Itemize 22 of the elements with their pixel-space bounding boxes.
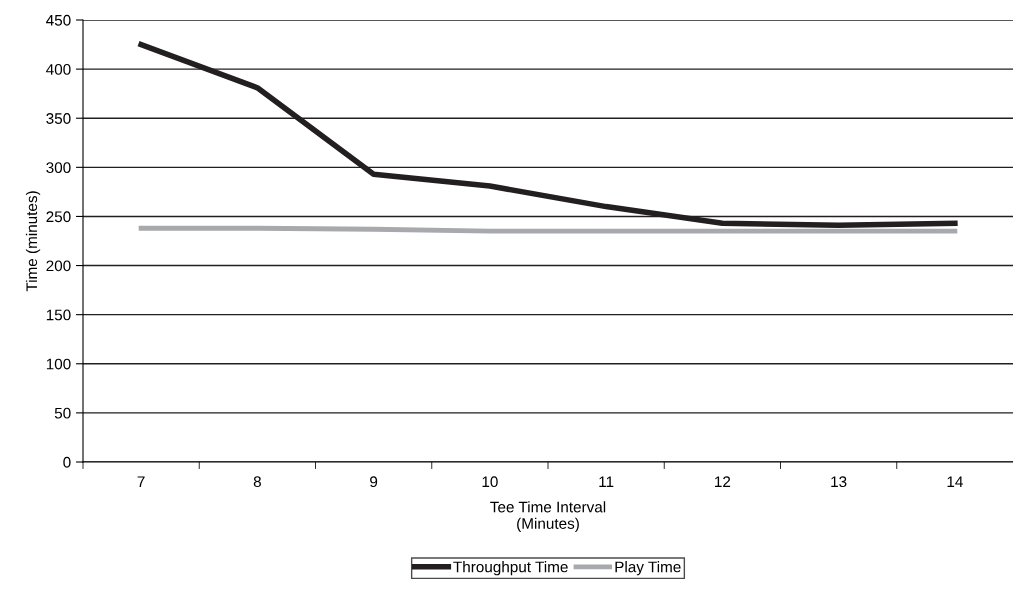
legend-label: Throughput Time <box>453 561 568 576</box>
legend-label: Play Time <box>615 561 681 576</box>
y-tick-label: 300 <box>46 162 71 174</box>
x-tick-label: 10 <box>482 476 498 488</box>
x-tick-label: 8 <box>253 476 261 488</box>
y-tick-label: 450 <box>46 14 71 26</box>
y-tick-label: 250 <box>46 211 71 223</box>
y-tick-label: 350 <box>46 113 71 124</box>
x-tick-label: 7 <box>137 476 145 487</box>
x-tick-label: 14 <box>947 476 963 487</box>
x-tick-label: 9 <box>370 476 378 488</box>
y-tick-label: 100 <box>46 358 71 370</box>
x-tick-label: 12 <box>715 476 731 487</box>
y-tick-label: 200 <box>46 260 71 272</box>
y-axis-title: Time (minutes) <box>25 191 41 292</box>
y-tick-label: 150 <box>46 309 71 321</box>
y-tick-label: 50 <box>54 407 71 419</box>
x-axis-title: Tee Time Interval (Minutes) <box>490 501 606 532</box>
x-tick-label: 11 <box>599 476 614 487</box>
y-tick-label: 0 <box>63 456 71 468</box>
x-tick-label: 13 <box>831 476 847 488</box>
y-tick-label: 400 <box>46 63 71 75</box>
